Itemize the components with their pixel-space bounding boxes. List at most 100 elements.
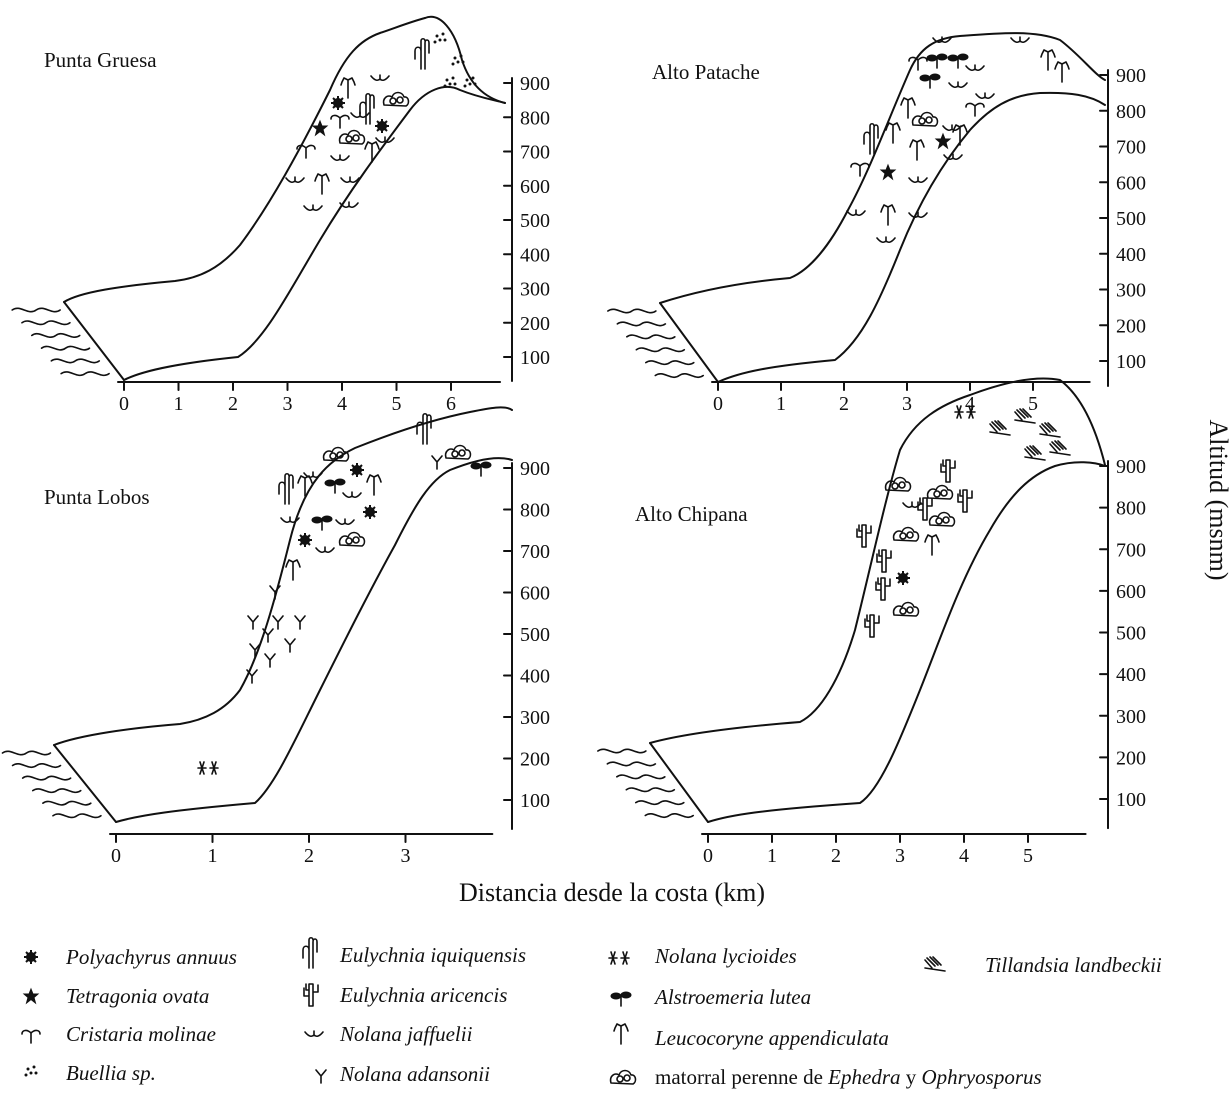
legend-label: Nolana jaffuelii bbox=[339, 1022, 473, 1046]
leuco-icon bbox=[1040, 49, 1056, 71]
y-tick-label: 500 bbox=[520, 624, 550, 646]
sea-wave bbox=[597, 748, 647, 754]
y-tick-label: 500 bbox=[520, 210, 550, 232]
jaffuelii-icon bbox=[876, 236, 896, 244]
legend-label: Tetragonia ovata bbox=[66, 984, 209, 1008]
y-tick-label: 700 bbox=[520, 142, 550, 164]
altitude-axis: 100 200 300 400 500 600 700 800 900 bbox=[1099, 456, 1146, 830]
eulychnia-icon bbox=[278, 472, 294, 505]
alstro-icon bbox=[311, 515, 333, 531]
leuco-icon bbox=[364, 141, 380, 163]
y-tick-label: 500 bbox=[1116, 208, 1146, 230]
matorral-icon bbox=[338, 129, 366, 145]
jaffuelii-icon bbox=[846, 209, 866, 217]
y-axis-title: Altitud (msnm) bbox=[1204, 419, 1231, 580]
jaffuelii-icon bbox=[948, 81, 968, 89]
alstro-icon bbox=[926, 53, 948, 69]
y-tick-label: 300 bbox=[520, 279, 550, 301]
y-tick-label: 200 bbox=[520, 749, 550, 771]
y-tick-label: 500 bbox=[1116, 623, 1146, 645]
x-tick-label: 1 bbox=[208, 845, 218, 867]
distance-axis: 0 1 2 3 bbox=[109, 833, 494, 867]
sea-wave bbox=[21, 320, 71, 326]
terrain-summit bbox=[424, 15, 506, 104]
y-tick-label: 400 bbox=[1116, 244, 1146, 266]
jaffuelii-icon bbox=[965, 64, 985, 72]
sea-wave bbox=[635, 347, 686, 353]
aricencis-icon bbox=[940, 459, 956, 483]
y-tick-label: 700 bbox=[1116, 539, 1146, 561]
sea-wave bbox=[644, 360, 695, 366]
leuco-icon bbox=[880, 204, 896, 226]
y-tick-label: 100 bbox=[1116, 351, 1146, 373]
lycioides-icon bbox=[197, 761, 219, 775]
altitude-axis: 100 200 300 400 500 600 700 800 900 bbox=[503, 73, 550, 382]
tillandsia-icon bbox=[1039, 422, 1061, 438]
eulychnia-aricencis-icon bbox=[303, 983, 319, 1007]
blot-icon bbox=[297, 532, 313, 548]
aricencis-icon bbox=[875, 577, 891, 601]
vegetation-symbols bbox=[197, 412, 492, 775]
altitude-axis: 100 200 300 400 500 600 700 800 900 bbox=[1099, 65, 1146, 388]
sea-wave bbox=[11, 307, 61, 313]
matorral-icon bbox=[444, 444, 472, 460]
eulychnia-icon bbox=[416, 412, 432, 445]
legend-label: Polyachyrus annuus bbox=[65, 945, 237, 969]
terrain-upper-profile bbox=[659, 32, 1106, 304]
y-tick-label: 700 bbox=[1116, 137, 1146, 159]
x-tick-label: 0 bbox=[119, 393, 129, 415]
y-tick-label: 400 bbox=[520, 244, 550, 266]
x-tick-label: 2 bbox=[839, 393, 849, 415]
jaffuelii-icon bbox=[285, 176, 305, 184]
shoreline bbox=[63, 301, 125, 381]
star-icon bbox=[880, 164, 896, 180]
aricencis-icon bbox=[957, 489, 973, 513]
y-tick-label: 200 bbox=[520, 313, 550, 335]
x-tick-label: 3 bbox=[401, 845, 411, 867]
matorral-icon bbox=[609, 1069, 637, 1085]
jaffuelii-icon bbox=[943, 153, 963, 161]
alstroemeria-icon bbox=[610, 991, 632, 1007]
aricencis-icon bbox=[917, 497, 933, 521]
leuco-icon bbox=[909, 139, 925, 161]
shoreline bbox=[53, 744, 117, 823]
sea-wave bbox=[634, 800, 685, 806]
x-tick-label: 2 bbox=[228, 393, 238, 415]
tillandsia-icon bbox=[1024, 445, 1046, 461]
sea-wave bbox=[50, 358, 101, 364]
adansonii-icon bbox=[262, 628, 274, 643]
y-tick-label: 200 bbox=[1116, 747, 1146, 769]
sea-wave bbox=[40, 345, 91, 351]
x-tick-label: 0 bbox=[703, 845, 713, 867]
x-tick-label: 1 bbox=[776, 393, 786, 415]
y-tick-label: 800 bbox=[1116, 101, 1146, 123]
y-tick-label: 600 bbox=[520, 176, 550, 198]
terrain-upper-profile bbox=[649, 377, 1106, 744]
x-tick-label: 1 bbox=[767, 845, 777, 867]
adansonii-icon bbox=[284, 638, 296, 653]
terrain-lower-profile bbox=[717, 91, 1106, 383]
jaffuelii-icon bbox=[370, 74, 390, 82]
aricencis-icon bbox=[876, 549, 892, 573]
terrain-lower-profile bbox=[123, 85, 506, 381]
jaffuelii-icon bbox=[975, 92, 995, 100]
x-tick-label: 5 bbox=[1023, 845, 1033, 867]
tetragonia-icon bbox=[23, 988, 39, 1004]
alstro-icon bbox=[324, 478, 346, 494]
aricencis-icon bbox=[856, 524, 872, 548]
x-tick-label: 5 bbox=[392, 393, 402, 415]
matorral-icon bbox=[892, 526, 920, 542]
x-tick-label: 4 bbox=[965, 393, 975, 415]
x-tick-label: 0 bbox=[111, 845, 121, 867]
sea-wave bbox=[11, 763, 62, 769]
sea-wave bbox=[42, 800, 92, 806]
sea-wave bbox=[52, 813, 102, 819]
matorral-icon bbox=[911, 111, 939, 127]
x-tick-label: 1 bbox=[174, 393, 184, 415]
tillandsia-icon bbox=[989, 420, 1011, 436]
y-tick-label: 900 bbox=[1116, 456, 1146, 478]
vegetation-symbols bbox=[856, 405, 1071, 638]
blot-icon bbox=[330, 95, 346, 111]
jaffuelii-icon bbox=[1010, 36, 1030, 44]
